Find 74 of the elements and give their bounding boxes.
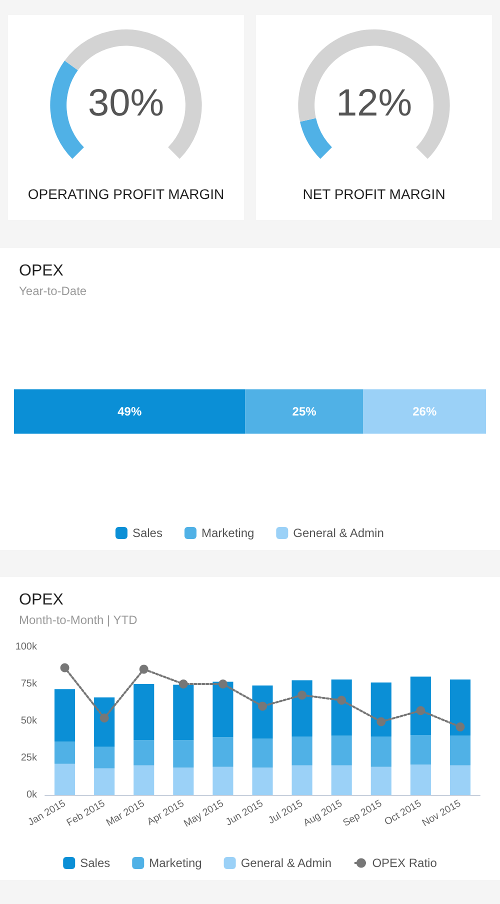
bar [370, 766, 392, 795]
bar [252, 768, 273, 795]
chart-title: OPEX [19, 592, 64, 608]
bar [54, 689, 76, 742]
data-label: 49% [118, 404, 142, 418]
bar [410, 735, 431, 765]
x-tick-label: Sep 2015 [341, 798, 384, 830]
point [258, 702, 267, 711]
point [139, 664, 148, 674]
point [60, 663, 70, 672]
bar [410, 764, 431, 795]
bar [450, 765, 471, 795]
bar [173, 740, 194, 768]
legend-label: Marketing [149, 856, 202, 870]
bar [331, 736, 352, 766]
point [416, 706, 426, 716]
point [178, 680, 188, 688]
bar [252, 685, 273, 739]
bar [292, 736, 312, 766]
point [456, 722, 465, 732]
text: 30% [88, 82, 164, 125]
y-tick-label: 50k [20, 716, 38, 726]
bar [292, 680, 312, 737]
chart-title: OPEX [19, 262, 64, 280]
x-tick-label: Feb 2015 [65, 798, 108, 829]
x-tick-label: Jul 2015 [266, 798, 306, 827]
bar [450, 680, 471, 736]
bar [94, 746, 115, 768]
bar [173, 684, 194, 740]
x-tick-label: Mar 2015 [104, 798, 147, 829]
legend-label: Marketing [201, 526, 254, 540]
text: 12% [336, 82, 412, 125]
bar [450, 736, 471, 766]
y-tick-label: 75k [20, 678, 38, 690]
bar [94, 768, 115, 795]
point [376, 717, 386, 726]
bar [331, 765, 352, 795]
y-tick-label: 25k [20, 752, 38, 764]
chart-subtitle: Month-to-Month | YTD [19, 613, 138, 627]
data-label: 25% [292, 404, 317, 418]
bar [212, 682, 234, 738]
x-tick-label: May 2015 [182, 798, 226, 830]
point [218, 680, 228, 688]
legend-label: OPEX Ratio [372, 856, 438, 870]
x-tick-label: Jun 2015 [224, 798, 266, 828]
bar [370, 682, 392, 737]
legend-label: Sales [132, 526, 162, 540]
bar [212, 766, 234, 795]
data-label: 26% [412, 404, 437, 418]
x-tick-label: Nov 2015 [420, 798, 464, 830]
bar [134, 684, 154, 740]
x-tick-label: Jan 2015 [26, 798, 68, 828]
point [337, 696, 346, 705]
bar [134, 765, 154, 795]
legend-label: General & Admin [240, 856, 332, 870]
bar [134, 740, 154, 766]
legend-label: General & Admin [293, 526, 384, 540]
bar [173, 768, 194, 795]
bar [331, 680, 352, 736]
y-tick-label: 0k [26, 790, 38, 800]
bar [370, 736, 392, 767]
text: NET PROFIT MARGIN [302, 186, 446, 202]
bar [252, 738, 273, 768]
chart-subtitle: Year-to-Date [19, 284, 87, 298]
point [298, 690, 307, 700]
bar [212, 737, 234, 767]
legend-label: Sales [80, 856, 110, 870]
bar [54, 742, 76, 764]
bar [410, 676, 431, 736]
bar [292, 765, 312, 795]
text: OPERATING PROFIT MARGIN [28, 186, 224, 202]
bar [54, 764, 76, 795]
point [100, 714, 109, 723]
y-tick-label: 100k [15, 642, 38, 652]
